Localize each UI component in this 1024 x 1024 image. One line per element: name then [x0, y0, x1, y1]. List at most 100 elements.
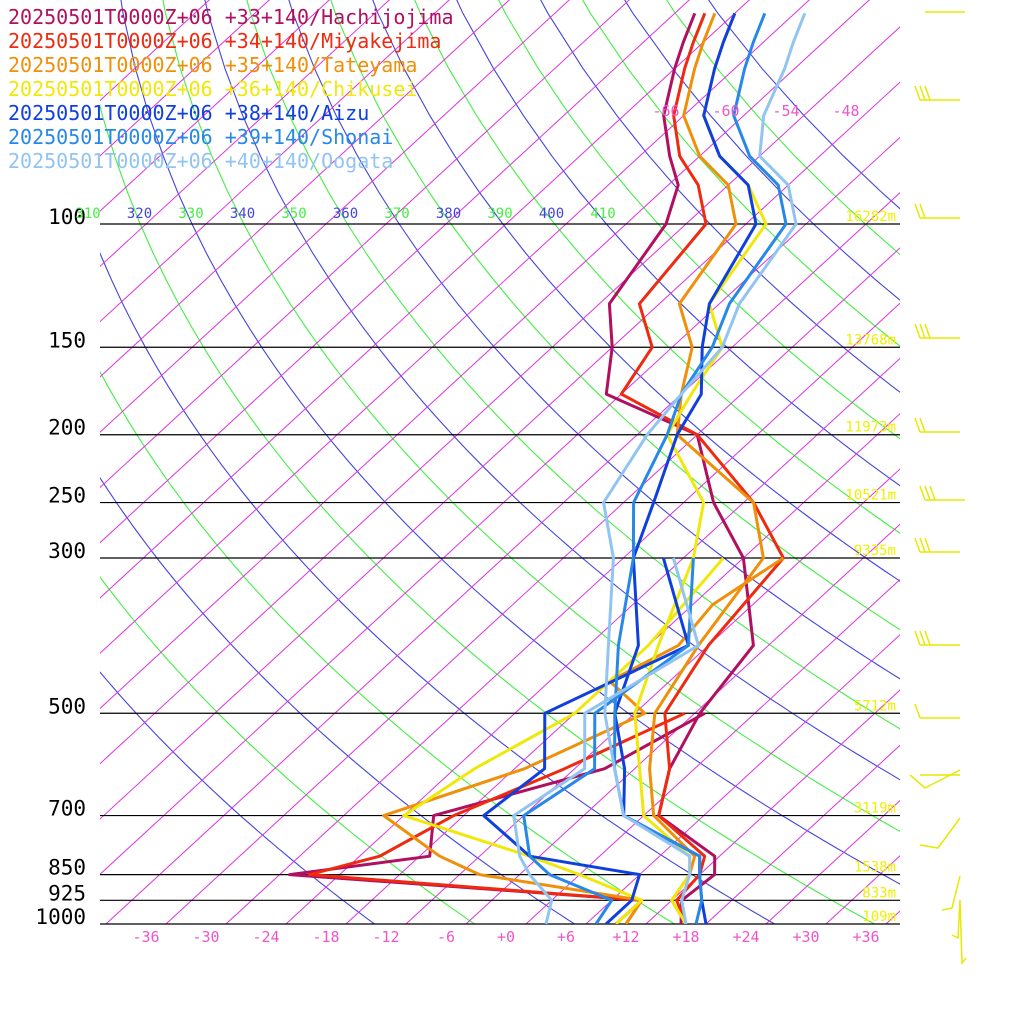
temperature-profile-line — [613, 12, 788, 924]
wind-barb-feather — [919, 537, 926, 553]
temperature-tick-label: -6 — [437, 928, 455, 946]
temperature-tick-label: -12 — [372, 928, 399, 946]
temperature-tick-label: +0 — [497, 928, 515, 946]
legend-entry: 20250501T0000Z+06 +40+140/Oogata — [8, 149, 393, 173]
isotherm-line — [100, 0, 330, 212]
adiabat-line — [100, 576, 475, 924]
temperature-tick-label: -18 — [312, 928, 339, 946]
dewpoint-profile-line — [522, 557, 695, 924]
adiabat-line — [100, 476, 575, 924]
isotherm-line — [885, 910, 900, 924]
wind-barb — [941, 875, 961, 911]
isotherm-line — [645, 689, 900, 924]
pressure-label: 925 — [48, 881, 86, 905]
legend-entry: 20250501T0000Z+06 +35+140/Tateyama — [8, 53, 417, 77]
pressure-label: 250 — [48, 484, 86, 508]
pressure-label: 850 — [48, 856, 86, 880]
theta-label: 330 — [178, 206, 203, 222]
isotherm-line — [100, 0, 570, 433]
upper-temperature-label: -66 — [652, 102, 679, 120]
wind-barb-feather — [919, 630, 926, 646]
pressure-label: 1000 — [35, 905, 86, 929]
upper-temperature-label: -48 — [832, 102, 859, 120]
pressure-label: 100 — [48, 205, 86, 229]
legend: 20250501T0000Z+06 +33+140/Hachijojima202… — [8, 5, 454, 173]
isotherm-line — [100, 0, 450, 323]
pressure-label: 700 — [48, 797, 86, 821]
dewpoint-profile-line — [512, 557, 700, 924]
adiabat-line — [666, 0, 900, 256]
legend-entry: 20250501T0000Z+06 +33+140/Hachijojima — [8, 5, 454, 29]
theta-label: 370 — [384, 206, 409, 222]
wind-barb-feather — [919, 417, 926, 433]
upper-temperature-label: -60 — [712, 102, 739, 120]
wind-barb — [919, 817, 961, 849]
wind-barb-feather — [919, 323, 926, 339]
isotherm-line — [765, 799, 900, 924]
wind-barb-feather — [914, 203, 921, 219]
isotherm-line — [100, 0, 270, 157]
height-label: 833m — [862, 885, 896, 901]
wind-barb-feather — [914, 630, 921, 646]
pressure-label: 150 — [48, 328, 86, 352]
theta-label: 380 — [436, 206, 461, 222]
theta-label: 340 — [230, 206, 255, 222]
wind-barb-feather — [924, 630, 931, 646]
wind-barb — [909, 769, 961, 789]
temperature-tick-label: -36 — [132, 928, 159, 946]
theta-label: 400 — [539, 206, 564, 222]
legend-entry: 20250501T0000Z+06 +34+140/Miyakejima — [8, 29, 441, 53]
dewpoint-profile-line — [482, 557, 690, 924]
temperature-tick-label: +18 — [672, 928, 699, 946]
height-label: 5712m — [854, 698, 896, 714]
wind-barb-feather — [914, 537, 921, 553]
wind-barb-feather — [924, 323, 931, 339]
height-label: 13768m — [845, 332, 896, 348]
dewpoint-profile-line — [402, 557, 725, 924]
dewpoint-profile-line — [288, 711, 706, 924]
pressure-label: 500 — [48, 694, 86, 718]
wind-barb-feather — [924, 85, 931, 101]
temperature-profiles — [288, 12, 807, 924]
adiabat-line — [624, 0, 900, 301]
adiabat-line — [498, 0, 900, 440]
height-label: 1538m — [854, 860, 896, 876]
legend-entry: 20250501T0000Z+06 +38+140/Aizu — [8, 101, 369, 125]
temperature-profile-line — [619, 12, 785, 924]
isotherm-line — [946, 0, 1024, 924]
wind-barb — [951, 899, 967, 966]
theta-label: 320 — [127, 206, 152, 222]
adiabat-line — [540, 0, 900, 393]
theta-label: 390 — [487, 206, 512, 222]
temperature-tick-label: +12 — [612, 928, 639, 946]
theta-label: 360 — [333, 206, 358, 222]
axis-labels: 100 16282m 150 13768m 200 11973m 250 10521m 300 9… — [35, 102, 896, 946]
temperature-tick-label: +36 — [852, 928, 879, 946]
wind-barb-feather — [919, 203, 926, 219]
temperature-profile-line — [602, 12, 807, 924]
height-label: 10521m — [845, 488, 896, 504]
upper-temperature-label: -54 — [772, 102, 799, 120]
isotherm-line — [525, 578, 900, 924]
isotherm-line — [585, 634, 900, 924]
legend-entry: 20250501T0000Z+06 +39+140/Shonai — [8, 125, 393, 149]
legend-entry: 20250501T0000Z+06 +36+140/Chikusei — [8, 77, 417, 101]
isotherm-line — [100, 0, 510, 378]
height-label: 9335m — [854, 543, 896, 559]
pressure-label: 300 — [48, 539, 86, 563]
wind-barb-feather — [924, 485, 931, 501]
wind-barb-feather — [929, 485, 936, 501]
temperature-tick-label: -24 — [252, 928, 279, 946]
theta-label: 410 — [590, 206, 615, 222]
isotherm-line — [705, 744, 900, 924]
wind-barb-feather — [924, 537, 931, 553]
height-label: 11973m — [845, 420, 896, 436]
pressure-label: 200 — [48, 416, 86, 440]
temperature-tick-label: +24 — [732, 928, 759, 946]
wind-barb-feather — [914, 417, 921, 433]
isobars — [100, 223, 900, 925]
adiabat-line — [372, 0, 900, 582]
isotherm-line — [1006, 0, 1024, 924]
wind-barb-feather — [914, 703, 921, 719]
